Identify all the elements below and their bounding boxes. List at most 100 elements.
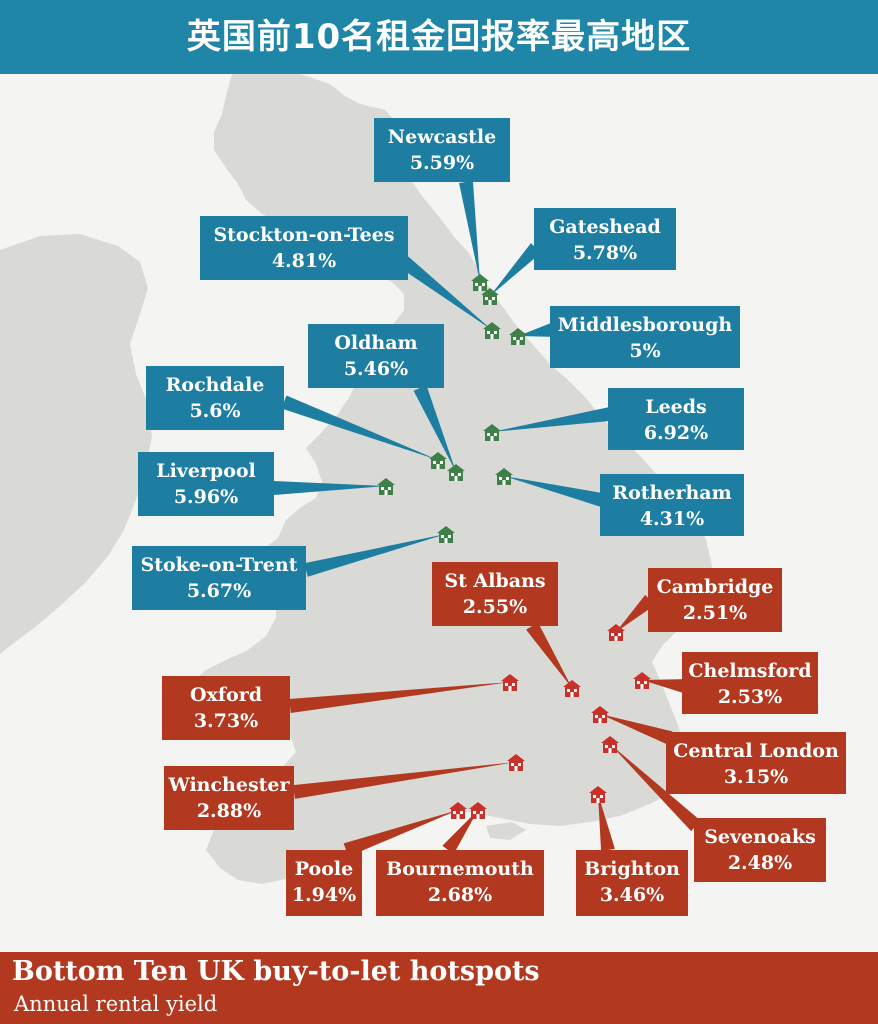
place-name: Winchester <box>168 774 290 796</box>
leader-stoke-on-trent <box>304 534 446 577</box>
rental-yield: 5% <box>629 340 661 362</box>
place-name: Chelmsford <box>688 660 812 682</box>
rental-yield: 2.48% <box>727 852 793 874</box>
place-name: Newcastle <box>387 126 497 148</box>
place-name: Oxford <box>189 684 263 706</box>
footer-subtitle: Annual rental yield <box>14 992 218 1016</box>
leader-sevenoaks <box>610 744 701 832</box>
place-name: Rotherham <box>612 482 732 504</box>
rental-yield: 3.15% <box>723 766 789 788</box>
footer-title: Bottom Ten UK buy-to-let hotspots <box>12 956 540 987</box>
house-icon-rochdale <box>428 450 448 470</box>
label-st-albans: St Albans 2.55% <box>432 562 558 626</box>
house-icon-sevenoaks <box>600 734 620 754</box>
isle-of-wight-land <box>486 822 526 840</box>
leader-stockton-on-tees <box>399 256 492 330</box>
label-brighton: Brighton 3.46% <box>576 850 688 916</box>
rental-yield: 2.55% <box>462 596 528 618</box>
rental-yield: 4.81% <box>271 250 337 272</box>
map-title: 英国前10名租金回报率最高地区 <box>0 0 878 74</box>
label-stoke-on-trent: Stoke-on-Trent 5.67% <box>132 546 306 610</box>
label-oxford: Oxford 3.73% <box>162 676 290 740</box>
label-stockton-on-tees: Stockton-on-Tees 4.81% <box>200 216 408 280</box>
label-oldham: Oldham 5.46% <box>308 324 444 388</box>
house-icon-cambridge <box>606 622 626 642</box>
label-bournemouth: Bournemouth 2.68% <box>376 850 544 916</box>
leader-brighton <box>598 794 615 852</box>
house-icon-stoke-on-trent <box>436 524 456 544</box>
place-name: Leeds <box>645 396 707 418</box>
house-icon-chelmsford <box>632 670 652 690</box>
leader-central-london <box>600 714 673 745</box>
label-poole: Poole 1.94% <box>286 850 362 916</box>
place-name: Liverpool <box>156 460 256 482</box>
rental-yield: 5.6% <box>189 400 241 422</box>
label-sevenoaks: Sevenoaks 2.48% <box>694 818 826 882</box>
rental-yield: 3.46% <box>599 884 665 906</box>
rental-yield: 5.96% <box>173 486 239 508</box>
house-icon-gateshead <box>480 286 500 306</box>
house-icon-st-albans <box>562 678 582 698</box>
leader-liverpool <box>273 481 386 495</box>
label-rochdale: Rochdale 5.6% <box>146 366 284 430</box>
rental-yield: 5.46% <box>343 358 409 380</box>
rental-yield: 2.53% <box>717 686 783 708</box>
place-name: Cambridge <box>656 576 774 598</box>
leader-bournemouth <box>442 810 478 855</box>
rental-yield: 5.78% <box>572 242 638 264</box>
house-icon-winchester <box>506 752 526 772</box>
place-name: Rochdale <box>165 374 265 396</box>
house-icon-liverpool <box>376 476 396 496</box>
label-rotherham: Rotherham 4.31% <box>600 474 744 536</box>
house-icon-oxford <box>500 672 520 692</box>
leader-leeds <box>492 407 612 432</box>
label-chelmsford: Chelmsford 2.53% <box>682 652 818 714</box>
label-liverpool: Liverpool 5.96% <box>138 452 274 516</box>
place-name: Middlesborough <box>557 314 733 336</box>
footer-banner: Bottom Ten UK buy-to-let hotspots Annual… <box>0 952 878 1024</box>
house-icon-rotherham <box>494 466 514 486</box>
house-icon-middlesborough <box>508 326 528 346</box>
leader-gateshead <box>490 243 542 296</box>
place-name: Sevenoaks <box>704 826 816 848</box>
label-central-london: Central London 3.15% <box>666 732 846 794</box>
label-middlesborough: Middlesborough 5% <box>550 306 740 368</box>
leader-middlesborough <box>518 323 554 337</box>
rental-yield: 5.59% <box>409 152 475 174</box>
place-name: Bournemouth <box>386 858 534 880</box>
label-gateshead: Gateshead 5.78% <box>534 208 676 270</box>
house-icon-brighton <box>588 784 608 804</box>
leader-oldham <box>413 385 456 472</box>
ireland-land <box>0 234 152 654</box>
house-icon-bournemouth <box>468 800 488 820</box>
leader-st-albans <box>526 622 572 688</box>
place-name: Stoke-on-Trent <box>140 554 298 576</box>
leader-oxford <box>289 682 510 713</box>
leader-rochdale <box>281 395 438 460</box>
house-icon-stockton-on-tees <box>482 320 502 340</box>
rental-yield: 5.67% <box>186 580 252 602</box>
label-winchester: Winchester 2.88% <box>164 766 294 830</box>
place-name: St Albans <box>444 570 546 592</box>
house-icon-leeds <box>482 422 502 442</box>
place-name: Oldham <box>334 332 418 354</box>
place-name: Stockton-on-Tees <box>213 224 395 246</box>
place-name: Brighton <box>584 858 680 880</box>
rental-yield: 2.51% <box>682 602 748 624</box>
label-leeds: Leeds 6.92% <box>608 388 744 450</box>
house-icon-poole <box>448 800 468 820</box>
leader-winchester <box>293 762 516 799</box>
leader-poole <box>343 810 458 857</box>
label-newcastle: Newcastle 5.59% <box>374 118 510 182</box>
label-cambridge: Cambridge 2.51% <box>648 568 782 632</box>
house-icon-central-london <box>590 704 610 724</box>
leader-chelmsford <box>642 679 685 693</box>
house-icon-oldham <box>446 462 466 482</box>
rental-yield: 3.73% <box>193 710 259 732</box>
leader-newcastle <box>459 181 480 282</box>
leader-rotherham <box>504 476 604 507</box>
rental-yield: 4.31% <box>639 508 705 530</box>
rental-yield: 1.94% <box>291 884 357 906</box>
rental-yield: 6.92% <box>643 422 709 444</box>
